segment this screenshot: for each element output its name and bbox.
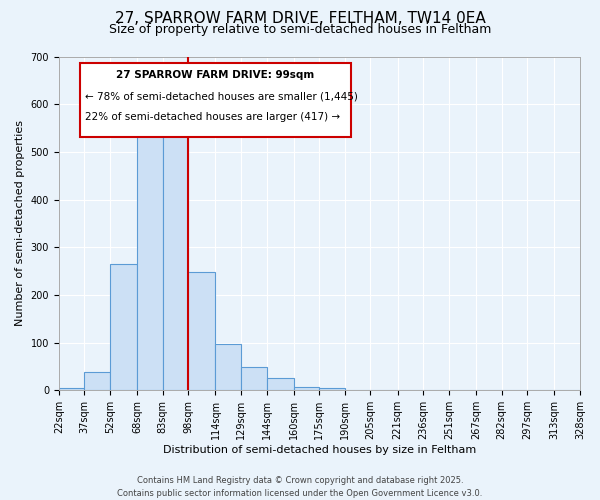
Text: ← 78% of semi-detached houses are smaller (1,445): ← 78% of semi-detached houses are smalle… [85,92,358,102]
Bar [137,114,163,390]
Bar [59,388,85,390]
Bar [188,272,215,390]
FancyBboxPatch shape [80,63,350,136]
X-axis label: Distribution of semi-detached houses by size in Feltham: Distribution of semi-detached houses by … [163,445,476,455]
Text: 27, SPARROW FARM DRIVE, FELTHAM, TW14 0EA: 27, SPARROW FARM DRIVE, FELTHAM, TW14 0E… [115,11,485,26]
Bar [241,366,266,390]
Text: 22% of semi-detached houses are larger (417) →: 22% of semi-detached houses are larger (… [85,112,340,122]
Y-axis label: Number of semi-detached properties: Number of semi-detached properties [15,120,25,326]
Text: 27 SPARROW FARM DRIVE: 99sqm: 27 SPARROW FARM DRIVE: 99sqm [116,70,314,80]
Bar [266,378,294,390]
Bar [85,372,110,390]
Text: Contains HM Land Registry data © Crown copyright and database right 2025.
Contai: Contains HM Land Registry data © Crown c… [118,476,482,498]
Bar [319,388,345,390]
Bar [215,344,241,390]
Bar [294,387,319,390]
Bar [110,264,137,390]
Bar [163,122,188,390]
Text: Size of property relative to semi-detached houses in Feltham: Size of property relative to semi-detach… [109,24,491,36]
